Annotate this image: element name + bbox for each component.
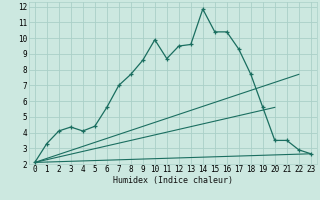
X-axis label: Humidex (Indice chaleur): Humidex (Indice chaleur): [113, 176, 233, 185]
